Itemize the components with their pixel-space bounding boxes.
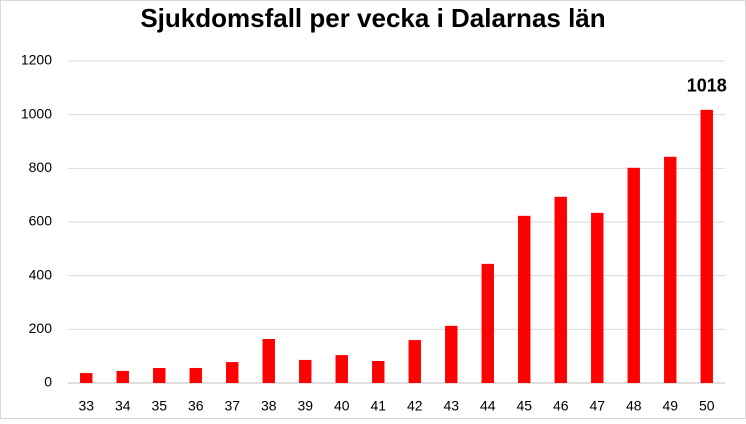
bar xyxy=(153,367,166,383)
x-tick-label: 50 xyxy=(699,398,715,414)
x-tick-label: 46 xyxy=(553,398,569,414)
x-tick-label: 43 xyxy=(443,398,459,414)
x-tick-label: 45 xyxy=(516,398,532,414)
x-tick-label: 40 xyxy=(334,398,350,414)
y-tick-label: 1000 xyxy=(21,105,52,121)
data-label: 1018 xyxy=(687,76,727,96)
bar xyxy=(116,370,129,383)
x-tick-label: 33 xyxy=(78,398,94,414)
x-tick-label: 47 xyxy=(589,398,605,414)
bar xyxy=(226,362,239,383)
bar xyxy=(664,156,677,383)
bar xyxy=(445,325,458,383)
x-tick-label: 41 xyxy=(370,398,386,414)
bar xyxy=(408,340,421,383)
y-tick-label: 1200 xyxy=(21,52,52,68)
y-tick-label: 0 xyxy=(44,374,52,390)
bar xyxy=(518,215,531,383)
x-tick-label: 35 xyxy=(151,398,167,414)
bar xyxy=(627,167,640,383)
bar xyxy=(481,263,494,383)
chart-title: Sjukdomsfall per vecka i Dalarnas län xyxy=(140,3,605,33)
bar xyxy=(262,338,275,383)
y-tick-label: 200 xyxy=(29,320,53,336)
x-tick-label: 44 xyxy=(480,398,496,414)
bar xyxy=(554,196,567,383)
bar xyxy=(189,367,202,383)
bar xyxy=(335,355,348,383)
x-tick-label: 36 xyxy=(188,398,204,414)
x-tick-label: 49 xyxy=(662,398,678,414)
x-tick-label: 39 xyxy=(297,398,313,414)
bar xyxy=(80,373,93,383)
bar xyxy=(700,109,713,383)
bar xyxy=(591,212,604,383)
y-tick-label: 800 xyxy=(29,159,53,175)
x-tick-label: 37 xyxy=(224,398,240,414)
y-tick-label: 600 xyxy=(29,213,53,229)
y-tick-label: 400 xyxy=(29,266,53,282)
bar xyxy=(299,359,312,383)
bar xyxy=(372,360,385,383)
x-tick-label: 48 xyxy=(626,398,642,414)
x-tick-label: 42 xyxy=(407,398,423,414)
x-tick-label: 34 xyxy=(115,398,131,414)
x-tick-label: 38 xyxy=(261,398,277,414)
